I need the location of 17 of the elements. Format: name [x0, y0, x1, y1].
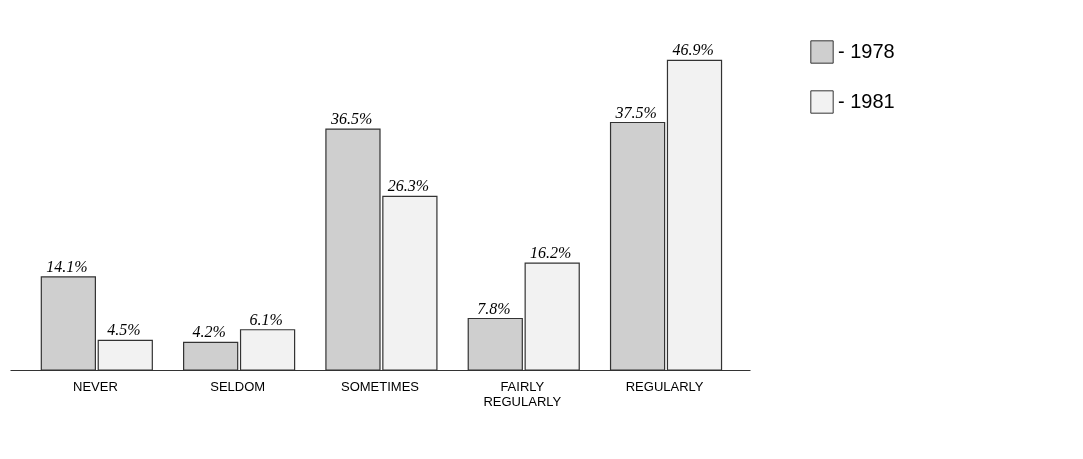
data-label: 37.5%	[614, 103, 657, 121]
data-label: 16.2%	[530, 244, 572, 262]
data-label: 46.9%	[672, 41, 714, 59]
x-tick-label: FAIRLY REGULARLY	[483, 378, 562, 409]
legend-label: - 1981	[838, 90, 895, 112]
data-label: 6.1%	[249, 310, 283, 328]
data-label: 7.8%	[477, 299, 511, 317]
data-label: 26.3%	[387, 177, 430, 195]
x-tick-label: SELDOM	[210, 378, 266, 394]
data-label: 14.1%	[46, 257, 88, 275]
data-label: 4.2%	[192, 323, 226, 341]
legend-label: - 1978	[838, 40, 895, 62]
x-tick-label: SOMETIMES	[340, 378, 420, 394]
x-tick-label: NEVER	[72, 378, 118, 394]
data-label: 36.5%	[329, 110, 373, 128]
data-label: 4.5%	[107, 321, 141, 339]
x-tick-label: REGULARLY	[625, 378, 704, 394]
